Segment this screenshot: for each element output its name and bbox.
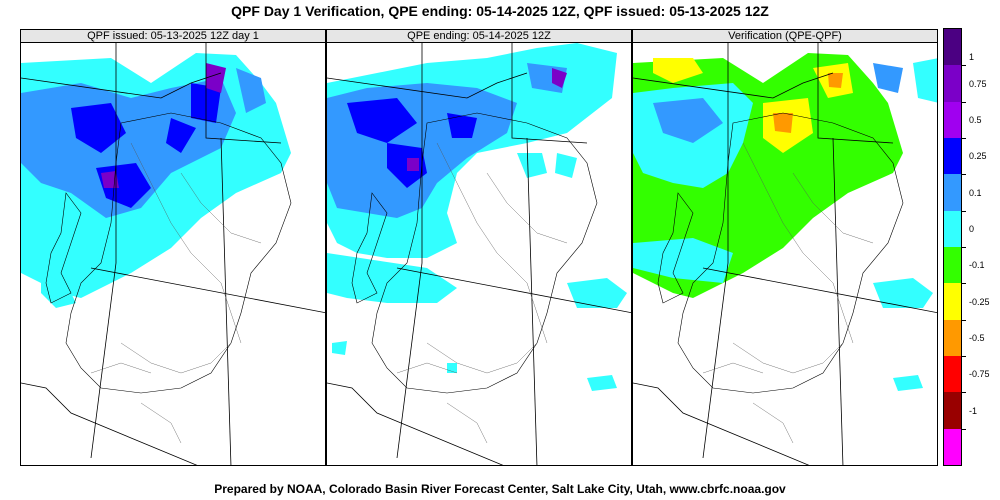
basin-outline — [657, 112, 904, 394]
qpe-panel: QPE ending: 05-14-2025 12Z — [326, 29, 632, 466]
verification-panel: Verification (QPE-QPF) — [632, 29, 938, 466]
colorbar-label: 0.1 — [969, 187, 982, 198]
colorbar-cell — [944, 356, 961, 393]
qpf-panel-title: QPF issued: 05-13-2025 12Z day 1 — [21, 30, 325, 43]
colorbar-label: 0.25 — [969, 151, 987, 162]
rivers — [396, 142, 568, 444]
colorbar-tick — [962, 428, 966, 430]
rivers — [90, 142, 262, 444]
colorbar-label: 0 — [969, 223, 975, 234]
colorbar-tick — [962, 174, 966, 176]
footer-credit: Prepared by NOAA, Colorado Basin River F… — [214, 482, 786, 496]
map-title: QPF Day 1 Verification, QPE ending: 05-1… — [231, 3, 769, 19]
colorbar-tick — [962, 65, 966, 67]
colorbar-cell — [944, 283, 961, 321]
colorbar-tick — [962, 392, 966, 394]
colorbar-label: -1 — [969, 405, 978, 416]
colorbar-cell — [944, 65, 961, 103]
basin-outline — [45, 112, 292, 394]
colorbar-tick — [962, 138, 966, 139]
qpe-map — [327, 43, 631, 465]
colorbar-cell — [944, 138, 961, 175]
colorbar-label: -0.75 — [969, 369, 990, 380]
state-borders — [327, 43, 631, 465]
colorbar-tick — [962, 101, 966, 103]
colorbar-label: -0.25 — [969, 296, 990, 307]
qpe-panel-title: QPE ending: 05-14-2025 12Z — [327, 30, 631, 43]
verif-neg2-area — [773, 73, 843, 133]
qpf-panel: QPF issued: 05-13-2025 12Z day 1 — [20, 29, 326, 466]
rivers — [702, 142, 874, 444]
colorbar-cell — [944, 174, 961, 212]
colorbar-cell — [944, 319, 961, 357]
state-borders — [21, 43, 325, 465]
colorbar-tick — [962, 319, 966, 321]
colorbar-tick — [962, 356, 966, 357]
basin-outline — [351, 112, 598, 394]
colorbar-cell — [944, 101, 961, 139]
colorbar-label: 0.5 — [969, 114, 982, 125]
verif-pos2-area — [653, 63, 903, 143]
colorbar-tick — [962, 283, 966, 285]
colorbar-cell — [944, 428, 961, 466]
colorbar-cell — [944, 210, 961, 248]
colorbar-label: -0.1 — [969, 260, 985, 271]
colorbar-cell — [944, 247, 961, 284]
colorbar — [943, 28, 962, 466]
colorbar-tick — [962, 247, 966, 248]
qpf-map — [21, 43, 325, 465]
colorbar-cell — [944, 392, 961, 430]
colorbar-label: 0.75 — [969, 78, 987, 89]
verification-panel-title: Verification (QPE-QPF) — [633, 30, 937, 43]
colorbar-label: -0.5 — [969, 332, 985, 343]
colorbar-tick — [962, 210, 966, 212]
precip-dark-area — [407, 68, 567, 171]
verification-map — [633, 43, 937, 465]
colorbar-cell — [944, 29, 961, 66]
state-borders — [633, 43, 937, 465]
colorbar-label: 1 — [969, 52, 975, 63]
